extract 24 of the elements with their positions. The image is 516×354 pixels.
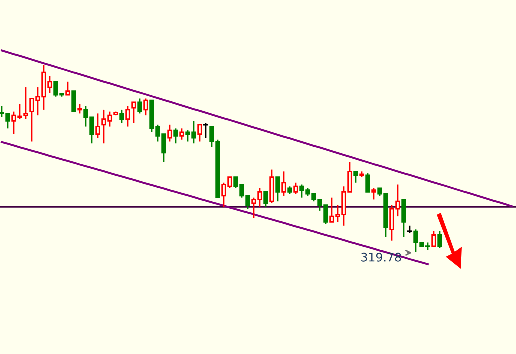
candlestick [144,98,148,116]
candlestick [282,170,286,197]
candlestick [132,102,136,124]
candlestick [354,170,358,184]
candlestick [198,124,202,142]
text: 319.78 [362,252,402,262]
candlestick [294,182,298,195]
candlestick [402,199,406,238]
candlestick [180,128,184,141]
candlestick [174,128,178,144]
candlestick [78,104,82,114]
candlestick [66,81,70,96]
candlestick [168,124,172,142]
candlestick [96,113,100,139]
candlestick [276,176,280,202]
candlestick [438,230,442,250]
candlestick [264,192,268,208]
candlestick [372,188,376,200]
candlestick [432,230,436,248]
candlestick [126,106,130,128]
candlestick [138,98,142,114]
candlestick [120,109,124,124]
candlestick [366,172,370,193]
candlestick [72,90,76,113]
